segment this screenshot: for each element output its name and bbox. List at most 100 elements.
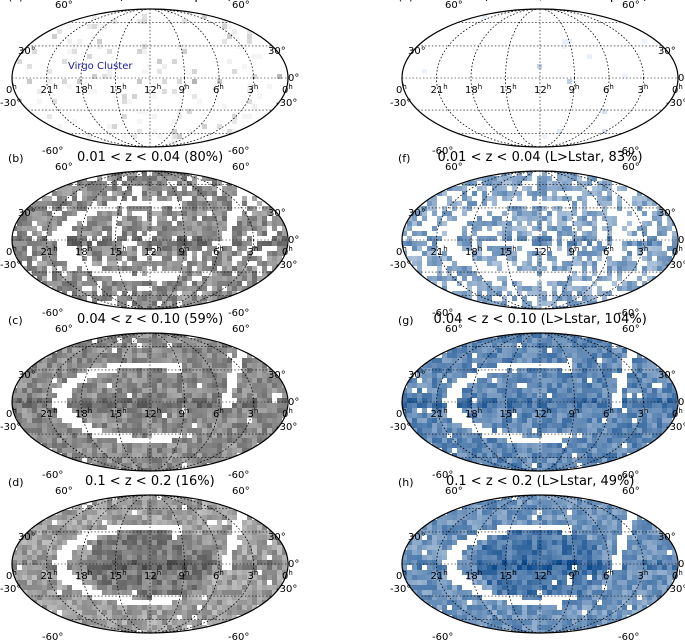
ra-tick-unit: h [88,245,92,253]
lat-tick-label-right: 60° [232,162,250,173]
ra-tick-label: 0h [282,82,293,96]
lat-tick-label: 30° [408,532,426,543]
graticule [12,9,288,147]
ra-tick-value: 21 [41,85,54,96]
ra-tick-unit: h [678,407,682,415]
ra-tick-unit: h [443,83,447,91]
ra-tick-unit: h [122,245,126,253]
ra-tick-label: 6h [213,244,224,258]
lat-tick-label: -30° [390,260,411,271]
ra-tick-unit: h [219,245,223,253]
ra-tick-unit: h [644,245,648,253]
lat-tick-label: 30° [18,532,36,543]
ra-tick-value: 12 [534,247,547,258]
ra-tick-unit: h [402,83,406,91]
ra-tick-unit: h [443,569,447,577]
ra-tick-unit: h [512,83,516,91]
sky-map-h [400,493,680,635]
ra-tick-unit: h [88,407,92,415]
ra-tick-unit: h [122,407,126,415]
lat-tick-label: 60° [445,0,463,11]
panel-title: 0.1 < z < 0.2 (16%) [85,474,215,489]
ra-tick-unit: h [254,569,258,577]
ra-tick-unit: h [402,569,406,577]
ra-tick-unit: h [512,569,516,577]
lat-tick-label-right: 30° [658,208,676,219]
ra-tick-label: 15h [110,244,127,258]
ra-tick-unit: h [219,83,223,91]
lat-tick-label-right: -60° [228,308,249,319]
ra-tick-label: 0h [396,244,407,258]
ra-tick-unit: h [157,245,161,253]
ra-tick-unit: h [12,83,16,91]
ra-tick-unit: h [288,569,292,577]
graticule [402,9,678,147]
ra-tick-label: 6h [603,82,614,96]
lat-tick-label-right: 30° [658,532,676,543]
ra-tick-value: 21 [431,409,444,420]
ra-tick-unit: h [443,407,447,415]
ra-tick-label: 3h [638,568,649,582]
ra-tick-label: 0h [6,244,17,258]
sky-map-b [10,169,290,311]
lat-tick-label: 30° [408,46,426,57]
ra-tick-label: 21h [41,406,58,420]
ra-tick-unit: h [609,245,613,253]
lat-tick-label-right: 30° [268,208,286,219]
ra-tick-unit: h [12,569,16,577]
ra-tick-label: 12h [144,82,161,96]
ra-tick-label: 12h [144,406,161,420]
ra-tick-value: 18 [465,247,478,258]
ra-tick-label: 15h [500,82,517,96]
lat-tick-label-right: -30° [276,422,297,433]
ra-tick-value: 21 [41,409,54,420]
lat-tick-label-right: 60° [232,324,250,335]
lat-tick-label: 30° [18,370,36,381]
ra-tick-label: 3h [638,406,649,420]
panel-letter: (d) [8,476,24,489]
lat-tick-label-right: -30° [666,584,685,595]
ra-tick-label: 21h [431,244,448,258]
ra-tick-unit: h [644,569,648,577]
ra-tick-unit: h [288,407,292,415]
ra-tick-unit: h [678,245,682,253]
ra-tick-unit: h [157,407,161,415]
ra-tick-value: 15 [110,85,123,96]
panel-title: 0.01 < z < 0.04 (L>Lstar, 83%) [438,150,643,165]
ra-tick-unit: h [644,83,648,91]
lat-tick-label: 30° [18,46,36,57]
ra-tick-unit: h [575,83,579,91]
ra-tick-unit: h [644,407,648,415]
ra-tick-label: 0h [672,406,683,420]
ra-tick-unit: h [478,569,482,577]
ra-tick-unit: h [12,407,16,415]
lat-tick-label-right: -30° [276,584,297,595]
ra-tick-value: 15 [500,85,513,96]
ra-tick-label: 0h [6,406,17,420]
ra-tick-label: 3h [248,406,259,420]
ra-tick-label: 0h [672,568,683,582]
ra-tick-value: 12 [144,409,157,420]
ra-tick-value: 21 [41,247,54,258]
lat-tick-label: -30° [0,422,21,433]
panel-title: z<0.01 (L>Lstar, 62% Complete) [433,0,648,3]
ra-tick-unit: h [609,83,613,91]
ra-tick-label: 0h [6,568,17,582]
ra-tick-unit: h [547,245,551,253]
ra-tick-unit: h [575,407,579,415]
ra-tick-label: 12h [534,82,551,96]
lat-tick-label: 60° [55,486,73,497]
ra-tick-label: 21h [431,82,448,96]
lat-tick-label: 60° [445,162,463,173]
lat-tick-label-right: 60° [622,0,640,11]
ra-tick-value: 18 [75,85,88,96]
ra-tick-label: 0h [282,568,293,582]
ra-tick-label: 12h [144,244,161,258]
ra-tick-label: 9h [179,244,190,258]
sky-map-g [400,331,680,473]
lat-tick-label-right: 60° [622,162,640,173]
ra-tick-label: 18h [465,82,482,96]
panel-letter: (c) [8,314,23,327]
ra-tick-unit: h [288,245,292,253]
panel-letter: (a) [8,0,23,3]
